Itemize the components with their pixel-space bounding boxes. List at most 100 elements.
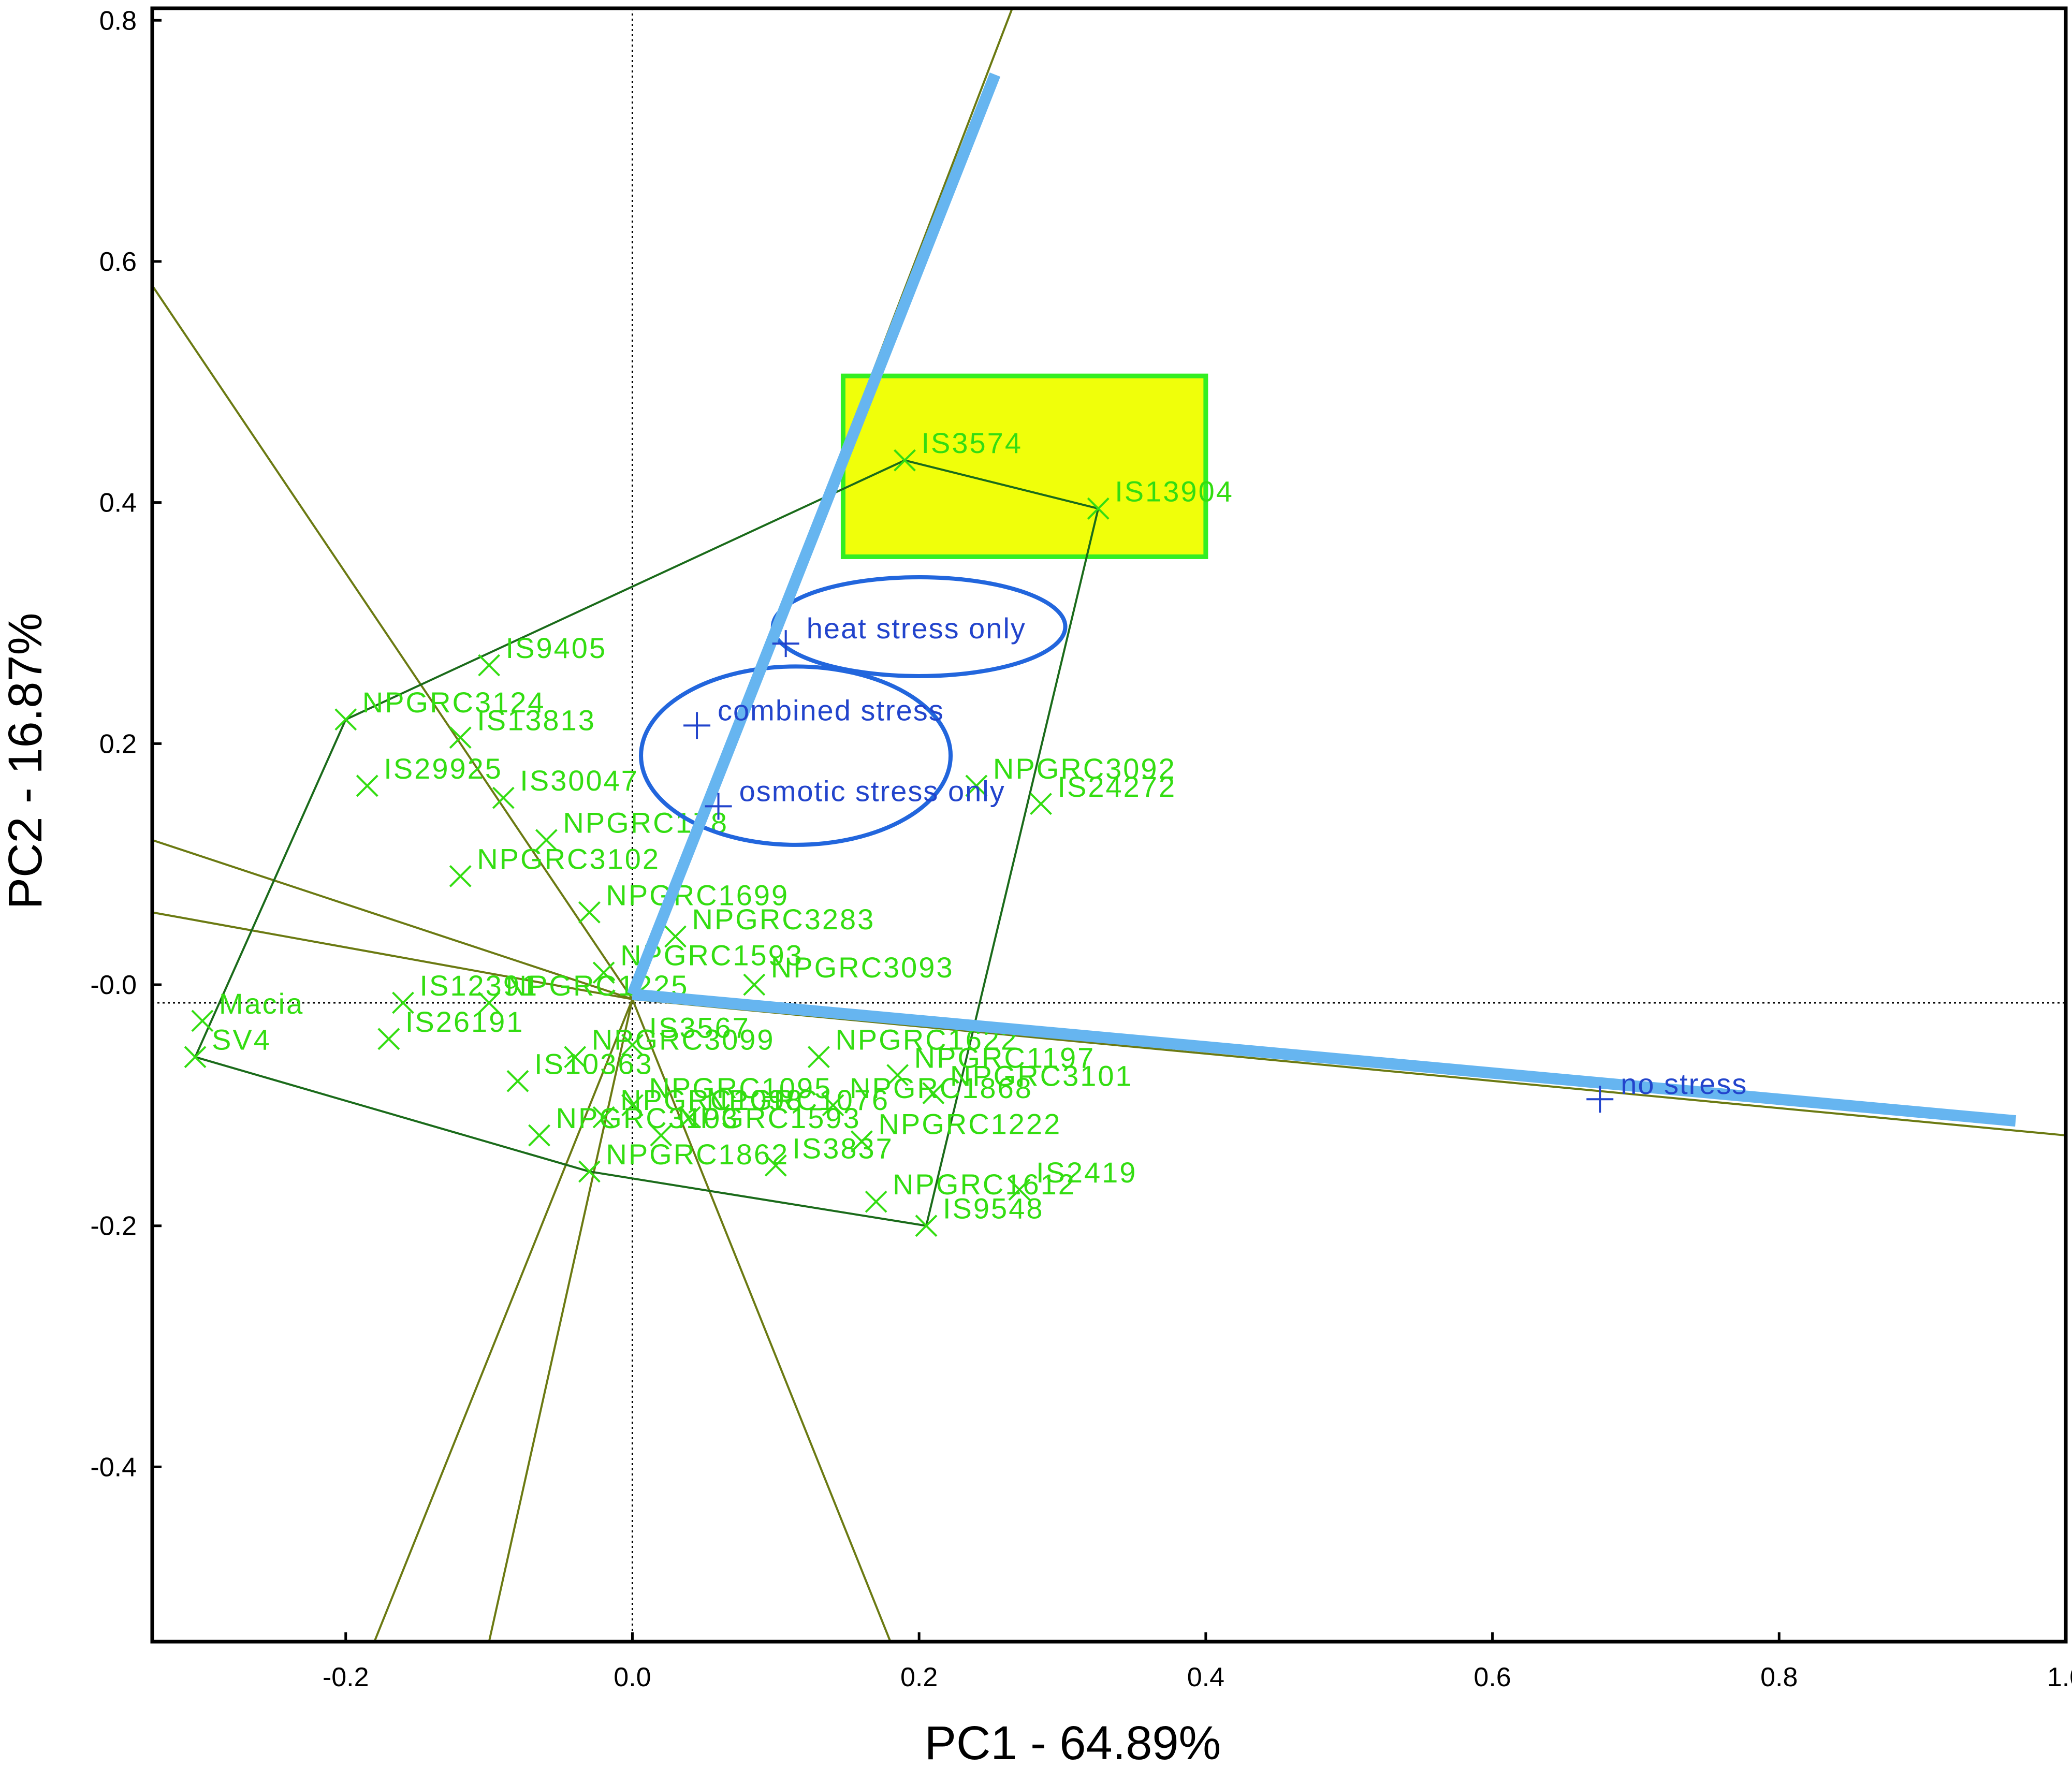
genotype-label: NPGRC1868 xyxy=(850,1072,1033,1104)
genotype-label: IS2419 xyxy=(1036,1156,1137,1189)
y-tick-label: -0.0 xyxy=(90,970,137,1000)
environment-marker xyxy=(1586,1086,1614,1113)
genotype-label: NPGRC3103 xyxy=(556,1102,739,1134)
genotype-label: IS3574 xyxy=(921,427,1023,459)
genotype-marker xyxy=(851,1130,873,1153)
genotype-label: NPGRC1222 xyxy=(878,1108,1061,1141)
genotype-label: NPGRC3099 xyxy=(592,1024,775,1056)
genotype-label: NPGRC1593 xyxy=(678,1102,861,1134)
genotype-label: NPGRC1699 xyxy=(606,879,789,911)
environment-marker xyxy=(772,630,799,657)
environment-label: heat stress only xyxy=(807,612,1026,645)
genotype-marker xyxy=(528,1124,550,1147)
environment-vector xyxy=(627,72,1001,997)
genotype-marker xyxy=(377,1028,400,1050)
x-tick-label: 0.4 xyxy=(1187,1662,1224,1692)
genotype-label: NPGRC3093 xyxy=(771,951,954,984)
genotype-marker xyxy=(334,708,357,731)
highlight-box xyxy=(840,373,1208,559)
genotype-label: NPGRC1612 xyxy=(893,1168,1076,1201)
genotype-marker xyxy=(894,449,916,472)
genotype-marker xyxy=(1030,793,1052,815)
genotype-label: IS9548 xyxy=(943,1192,1044,1225)
x-tick-label: 0.6 xyxy=(1473,1662,1511,1692)
environment-label: osmotic stress only xyxy=(739,774,1005,807)
genotype-marker xyxy=(578,1160,601,1183)
genotype-marker xyxy=(886,1064,909,1087)
genotype-marker xyxy=(822,1094,844,1117)
genotype-marker xyxy=(506,1070,529,1092)
genotype-label: SV4 xyxy=(212,1024,271,1056)
genotype-label: NPGRC1095 xyxy=(649,1072,832,1104)
sector-ray xyxy=(373,999,634,1642)
genotype-marker xyxy=(478,991,501,1014)
environment-vector xyxy=(632,988,2017,1127)
genotype-label: IS29925 xyxy=(384,752,503,785)
genotype-marker xyxy=(915,1215,938,1237)
x-tick-label: 0.0 xyxy=(614,1662,651,1692)
genotype-label: NPGRC3283 xyxy=(692,903,876,936)
genotype-marker xyxy=(1008,1178,1031,1201)
genotype-marker xyxy=(535,829,558,852)
genotype-label: Macia xyxy=(219,987,304,1020)
environment-ellipse xyxy=(639,664,953,847)
genotype-label: NPGRC3101 xyxy=(950,1060,1133,1092)
genotype-label: NPGRC1197 xyxy=(914,1042,1096,1074)
genotype-marker xyxy=(592,961,615,984)
genotype-label: NPGRC1862 xyxy=(606,1138,789,1171)
genotype-marker xyxy=(564,1046,587,1069)
environment-label: combined stress xyxy=(718,694,944,726)
genotype-marker xyxy=(592,1106,615,1129)
genotype-label: IS3567 xyxy=(649,1011,750,1044)
genotype-label: NPGRC3124 xyxy=(362,686,546,719)
axes: -0.2 0.0 0.2 0.4 0.6 0.8 1.0 0.8 0.6 0.4 0.2 -0.0 -0… xyxy=(90,6,2072,1692)
plot-frame xyxy=(150,6,2068,1644)
genotype-marker xyxy=(865,1190,887,1213)
genotype-marker xyxy=(621,1094,644,1117)
genotype-marker xyxy=(449,726,472,749)
y-tick-label: 0.4 xyxy=(99,488,137,518)
genotype-label: IS13813 xyxy=(477,704,596,737)
genotype-marker xyxy=(191,1010,214,1032)
genotype-marker xyxy=(478,654,501,677)
genotype-label: NPGRC1076 xyxy=(706,1084,889,1116)
genotype-label: NPGRC3092 xyxy=(993,752,1176,785)
genotype-label: IS13904 xyxy=(1115,475,1234,507)
x-tick-label: 0.8 xyxy=(1760,1662,1798,1692)
genotype-label: IS26191 xyxy=(405,1005,524,1038)
y-tick-label: -0.2 xyxy=(90,1211,137,1241)
x-tick-label: 0.2 xyxy=(900,1662,938,1692)
genotype-marker xyxy=(965,774,988,797)
genotype-marker xyxy=(392,991,414,1014)
genotype-marker xyxy=(807,1046,830,1069)
genotype-marker xyxy=(578,901,601,924)
genotype-label: IS24272 xyxy=(1057,770,1176,803)
environment-marker xyxy=(683,712,711,739)
genotype-label: IS30047 xyxy=(520,764,639,797)
environment-label: no stress xyxy=(1621,1068,1747,1100)
genotype-label: NPGRC1098 xyxy=(620,1084,804,1116)
genotype-marker xyxy=(184,1046,207,1069)
genotype-marker xyxy=(650,1124,673,1147)
genotype-marker xyxy=(449,865,472,887)
y-tick-label: 0.8 xyxy=(99,6,137,36)
y-tick-label: 0.2 xyxy=(99,729,137,759)
y-tick-label: 0.6 xyxy=(99,247,137,277)
genotype-label: IS10363 xyxy=(534,1047,653,1080)
genotype-label: NPGRC3102 xyxy=(477,842,660,875)
genotype-marker xyxy=(492,786,515,809)
sector-ray xyxy=(631,999,892,1642)
sector-ray xyxy=(152,839,633,1000)
genotype-label: IS9405 xyxy=(506,632,607,664)
x-tick-label: 1.0 xyxy=(2047,1662,2072,1692)
genotype-label: IS12391 xyxy=(419,969,538,1002)
sector-ray xyxy=(152,911,633,1000)
y-axis-title: PC2 - 16.87% xyxy=(0,613,52,910)
x-tick-label: -0.2 xyxy=(323,1662,369,1692)
genotype-marker xyxy=(621,1034,644,1056)
genotype-marker xyxy=(678,1106,701,1129)
genotype-marker xyxy=(764,1154,787,1177)
